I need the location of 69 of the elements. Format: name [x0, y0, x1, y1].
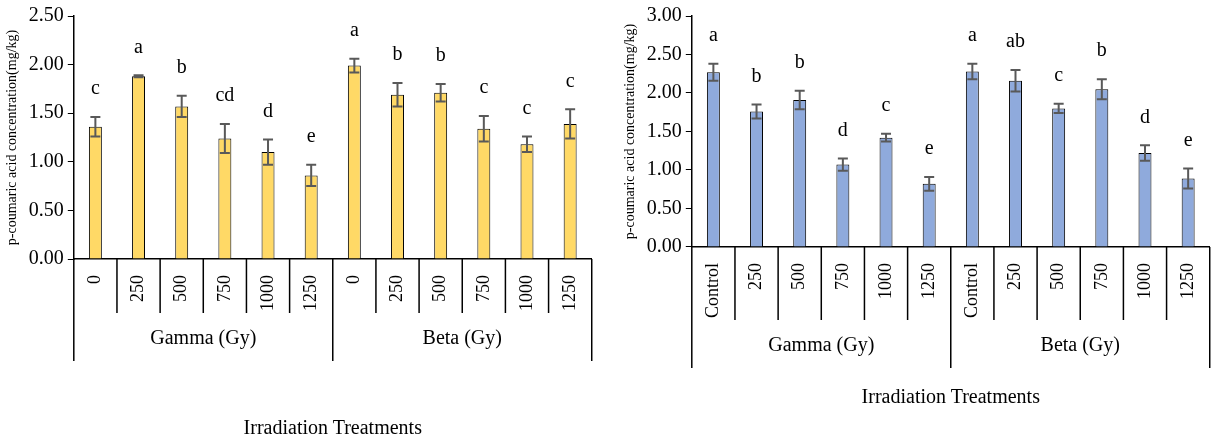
- x-tick-label: 750: [213, 275, 234, 302]
- x-tick-label: 500: [788, 263, 809, 290]
- x-tick-label: 250: [386, 275, 407, 302]
- x-tick-label: 1250: [1176, 263, 1197, 299]
- x-tick-label: 500: [429, 275, 450, 302]
- data-label: cd: [215, 83, 235, 106]
- x-axis-title: Irradiation Treatments: [243, 416, 423, 439]
- x-tick-label: 750: [1090, 263, 1111, 290]
- y-tick-label: 2.50: [646, 41, 682, 64]
- y-tick-label: 1.50: [646, 118, 682, 141]
- y-axis-title: p-coumaric acid concentration(mg/kg): [4, 29, 21, 246]
- text: Beta (Gy): [1040, 333, 1120, 357]
- x-axis-title: Irradiation Treatments: [861, 385, 1041, 408]
- y-tick-label: 3.00: [646, 3, 682, 26]
- data-label: b: [176, 54, 187, 77]
- y-tick-label: 2.50: [28, 3, 64, 26]
- x-tick-label: 1000: [515, 275, 536, 311]
- x-tick-label: 500: [1047, 263, 1068, 290]
- data-label: b: [435, 43, 446, 66]
- y-tick-label: 2.00: [28, 51, 64, 74]
- x-tick-label: 1000: [874, 263, 895, 299]
- data-label: ab: [1006, 29, 1025, 52]
- data-label: b: [751, 63, 762, 86]
- x-tick-label: Control: [702, 263, 723, 319]
- x-tick-label: 0: [84, 275, 105, 284]
- x-tick-label: 1250: [917, 263, 938, 299]
- y-tick-label: 1.00: [28, 149, 64, 172]
- x-tick-label: 1000: [1133, 263, 1154, 299]
- text: Gamma (Gy): [150, 326, 257, 350]
- y-tick-label: 0.50: [28, 197, 64, 220]
- data-label: c: [479, 75, 489, 98]
- data-label: e: [924, 136, 934, 159]
- data-label: e: [306, 123, 316, 146]
- x-tick-label: 750: [472, 275, 493, 302]
- x-tick-label: 0: [343, 275, 364, 284]
- x-tick-label: 500: [170, 275, 191, 302]
- data-label: d: [1139, 104, 1150, 127]
- data-label: c: [565, 68, 575, 91]
- y-tick-label: 2.00: [646, 80, 682, 103]
- x-tick-label: 1250: [558, 275, 579, 311]
- x-tick-label: Control: [961, 263, 982, 319]
- data-label: c: [522, 95, 532, 118]
- data-label: a: [967, 22, 977, 45]
- text: Beta (Gy): [422, 326, 502, 350]
- data-label: b: [1096, 38, 1107, 61]
- data-label: c: [1054, 63, 1064, 86]
- data-label: b: [794, 49, 805, 72]
- x-tick-label: 250: [1004, 263, 1025, 290]
- data-label: a: [349, 18, 359, 41]
- y-tick-label: 0.00: [646, 234, 682, 257]
- data-label: d: [837, 117, 848, 140]
- y-tick-label: 1.50: [28, 100, 64, 123]
- y-tick-label: 1.00: [646, 157, 682, 180]
- data-label: a: [708, 22, 718, 45]
- data-label: d: [263, 98, 274, 121]
- x-tick-label: 750: [831, 263, 852, 290]
- data-label: c: [881, 93, 891, 116]
- data-label: a: [134, 34, 144, 57]
- x-tick-label: 250: [745, 263, 766, 290]
- y-tick-label: 0.00: [28, 246, 64, 269]
- x-tick-label: 1250: [299, 275, 320, 311]
- data-label: c: [90, 76, 100, 99]
- text: Gamma (Gy): [768, 333, 875, 357]
- y-axis-title: p-coumaric acid concentration(mg/kg): [622, 23, 639, 240]
- data-label: b: [392, 42, 403, 65]
- y-tick-label: 0.50: [646, 195, 682, 218]
- x-tick-label: 250: [127, 275, 148, 302]
- data-label: e: [1183, 127, 1193, 150]
- x-tick-label: 1000: [256, 275, 277, 311]
